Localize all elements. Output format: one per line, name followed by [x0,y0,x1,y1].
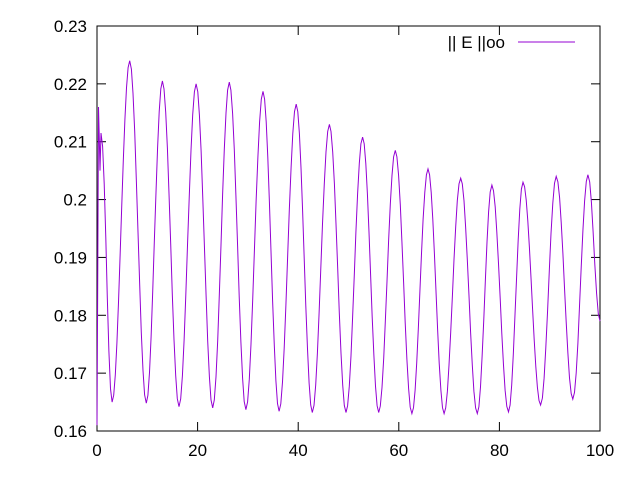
x-tick-label: 40 [289,441,308,460]
y-tick-label: 0.18 [54,306,87,325]
legend-label: || E ||oo [448,33,505,52]
x-tick-label: 80 [490,441,509,460]
x-tick-label: 60 [389,441,408,460]
x-tick-label: 20 [188,441,207,460]
axes: 0 20 40 60 80 100 0.16 0.17 0.18 0.19 0.2 0.21 0.22 0… [54,17,614,460]
y-tick-label: 0.22 [54,75,87,94]
y-tick-label: 0.17 [54,364,87,383]
legend: || E ||oo [448,33,575,52]
y-tick-label: 0.21 [54,133,87,152]
y-tick-label: 0.19 [54,248,87,267]
plot-frame [96,25,601,432]
x-tick-label: 100 [586,441,614,460]
y-tick-label: 0.23 [54,17,87,36]
y-tick-label: 0.16 [54,422,87,441]
y-tick-label: 0.2 [63,191,87,210]
x-tick-label: 0 [92,441,101,460]
series-line-e-norm [96,60,601,426]
